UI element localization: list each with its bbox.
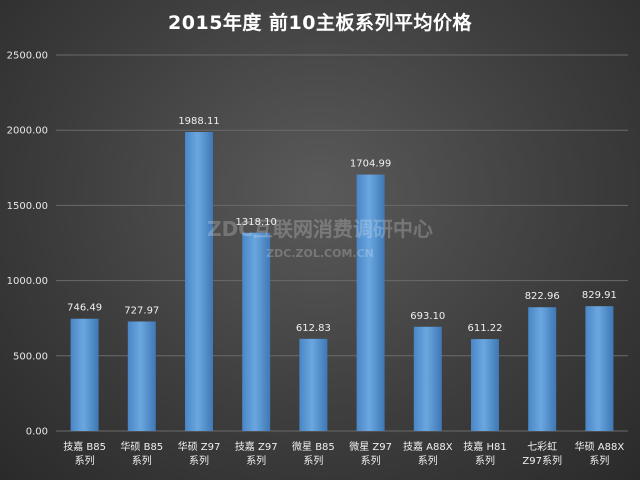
data-label: 693.10 — [410, 311, 445, 322]
bar — [299, 338, 328, 431]
y-tick-label: 1500.00 — [7, 201, 48, 212]
data-label: 746.49 — [67, 303, 102, 314]
x-tick-label: 系列 — [132, 454, 152, 467]
chart-title: 2015年度 前10主板系列平均价格 — [168, 12, 472, 34]
bar — [471, 339, 499, 431]
y-tick-label: 0.00 — [26, 427, 48, 438]
x-tick-label: 技嘉 H81 — [463, 440, 506, 453]
x-tick-label: 系列 — [475, 454, 495, 467]
y-tick-label: 1000.00 — [7, 276, 48, 287]
bar — [185, 131, 213, 431]
x-tick-label: 七彩虹 — [527, 441, 557, 453]
bar — [127, 321, 156, 431]
x-tick-label: 系列 — [246, 454, 266, 467]
x-tick-label: 微星 Z97 — [349, 440, 392, 453]
y-tick-label: 2000.00 — [7, 126, 48, 137]
bar — [528, 307, 557, 431]
watermark-line2: ZDC.ZOL.COM.CN — [266, 247, 374, 260]
data-label: 822.96 — [525, 291, 560, 302]
data-label: 727.97 — [124, 306, 159, 317]
x-tick-label: 微星 B85 — [292, 440, 335, 453]
x-tick-label: 技嘉 A88X — [403, 440, 453, 453]
x-tick-label: 系列 — [418, 454, 438, 467]
bar — [413, 326, 442, 431]
watermark: ZDC互联网消费调研中心 ZDC.ZOL.COM.CN — [207, 217, 433, 260]
bar — [70, 318, 99, 431]
bar — [585, 306, 614, 431]
watermark-line1: ZDC互联网消费调研中心 — [207, 217, 433, 241]
data-label: 829.91 — [582, 290, 617, 301]
data-label: 1988.11 — [178, 116, 219, 127]
x-tick-label: 系列 — [189, 454, 209, 467]
data-label: 612.83 — [296, 323, 331, 334]
y-tick-label: 500.00 — [13, 351, 48, 362]
data-labels: 746.49 727.97 1988.11 1318.10 612.83 1704.99 6… — [67, 116, 617, 334]
y-tick-label: 2500.00 — [7, 51, 48, 62]
y-axis: 0.00 500.00 1000.00 1500.00 2000.00 2500.00 — [7, 51, 48, 438]
x-tick-label: 系列 — [75, 454, 95, 467]
x-tick-label: 技嘉 Z97 — [235, 440, 278, 453]
x-tick-label: 系列 — [303, 454, 323, 467]
x-tick-label: 系列 — [589, 454, 609, 467]
x-tick-label: 技嘉 B85 — [63, 440, 106, 453]
x-tick-label: 华硕 A88X — [575, 440, 625, 453]
data-label: 1704.99 — [350, 159, 391, 170]
x-tick-label: 华硕 B85 — [120, 440, 163, 453]
x-tick-label: 华硕 Z97 — [178, 440, 221, 453]
data-label: 1318.10 — [236, 217, 277, 228]
bar — [242, 232, 271, 431]
bars — [70, 131, 614, 431]
x-tick-label: Z97系列 — [522, 454, 562, 467]
data-label: 611.22 — [468, 323, 503, 334]
x-tick-label: 系列 — [361, 454, 381, 467]
bar — [356, 174, 385, 431]
